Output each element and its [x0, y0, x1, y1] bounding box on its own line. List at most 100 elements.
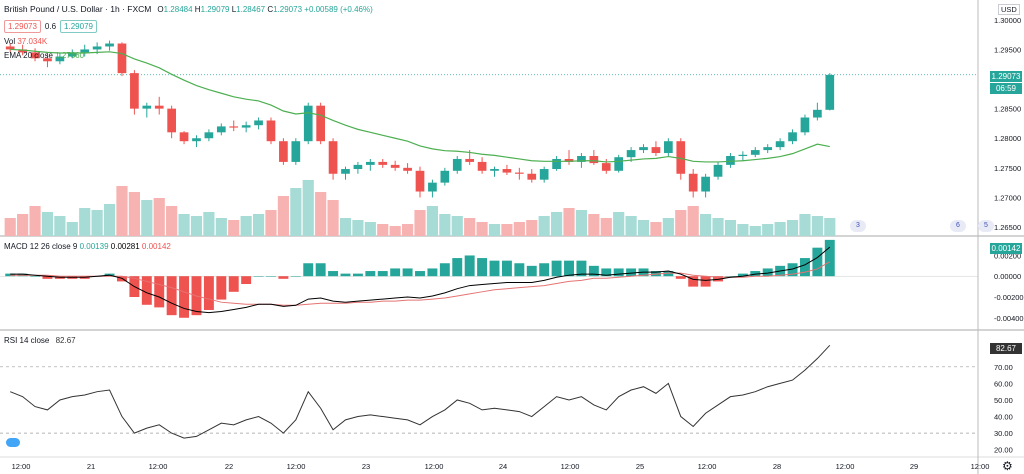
price-tick-label: 1.30000 — [994, 16, 1021, 25]
chart-header: British Pound / U.S. Dollar · 1h · FXCM … — [4, 4, 373, 14]
economic-event-icon[interactable]: 5 — [978, 220, 994, 232]
candle-body — [750, 150, 760, 155]
macd-histogram-bar — [42, 276, 53, 279]
candle-body — [216, 126, 226, 133]
volume-bar — [488, 224, 501, 236]
volume-value: 37.034K — [17, 37, 48, 46]
macd-histogram-bar — [526, 265, 537, 277]
countdown-marker: 06:59 — [990, 83, 1022, 94]
macd-histogram-bar — [266, 276, 276, 277]
macd-histogram-bar — [241, 276, 252, 285]
close-value: 1.29073 — [273, 4, 303, 14]
sell-price-button[interactable]: 1.29073 — [4, 20, 41, 33]
candle-body — [477, 161, 487, 171]
macd-histogram-bar — [340, 273, 351, 277]
volume-bar — [41, 212, 54, 236]
candle-body — [117, 43, 127, 74]
candle-body — [813, 109, 822, 118]
candle-body — [353, 164, 363, 170]
price-tick-label: 1.29500 — [994, 45, 1021, 54]
candle-body — [341, 169, 350, 174]
buy-price-button[interactable]: 1.29079 — [60, 20, 97, 33]
volume-bar — [91, 210, 103, 236]
volume-bar — [563, 208, 575, 236]
macd-histogram-bar — [427, 268, 438, 277]
macd-histogram-bar — [30, 276, 41, 277]
candle-body — [614, 157, 624, 171]
volume-bar — [240, 216, 252, 236]
volume-bar — [625, 216, 637, 236]
volume-bar — [215, 218, 227, 236]
macd-tick-label: -0.00400 — [994, 314, 1024, 323]
bid-ask-row: 1.29073 0.6 1.29079 — [4, 20, 97, 33]
close-label: C — [267, 4, 274, 14]
candle-body — [589, 156, 599, 164]
candle-body — [701, 176, 710, 192]
time-axis-label: 22 — [225, 462, 233, 471]
macd-histogram-bar — [290, 276, 301, 277]
volume-bar — [737, 224, 749, 236]
candle-body — [527, 173, 537, 180]
time-axis-label: 12:00 — [836, 462, 855, 471]
rsi-legend: RSI 14 close 82.67 — [4, 336, 76, 345]
macd-histogram-bar — [154, 276, 165, 308]
volume-bar — [786, 220, 799, 236]
volume-bar — [824, 218, 836, 236]
candle-body — [241, 125, 251, 128]
candle-body — [452, 158, 462, 171]
price-tick-label: 1.27500 — [994, 164, 1021, 173]
candle-body — [130, 73, 139, 109]
candle-body — [105, 43, 114, 47]
candle-body — [167, 108, 176, 133]
volume-bar — [774, 222, 786, 236]
candle-body — [365, 161, 375, 165]
symbol-title[interactable]: British Pound / U.S. Dollar · 1h · FXCM — [4, 4, 152, 14]
macd-histogram-bar — [663, 271, 674, 277]
macd-histogram-bar — [626, 268, 637, 277]
macd-histogram-bar — [402, 268, 413, 277]
gear-icon[interactable]: ⚙ — [1002, 459, 1013, 473]
cloud-icon[interactable] — [6, 438, 20, 447]
candle-body — [18, 49, 27, 53]
candle-body — [5, 46, 15, 50]
macd-histogram-bar — [551, 260, 562, 277]
candle-body — [577, 156, 586, 162]
candle-body — [601, 163, 611, 171]
time-axis-label: 12:00 — [12, 462, 31, 471]
economic-event-icon[interactable]: 3 — [850, 220, 866, 232]
macd-value-2: 0.00281 — [110, 242, 140, 251]
candle-body — [763, 147, 773, 151]
macd-histogram-bar — [650, 271, 661, 277]
high-label: H — [194, 4, 201, 14]
volume-bar — [600, 218, 612, 236]
macd-histogram-bar — [415, 271, 425, 277]
price-tick-label: 1.27000 — [994, 193, 1021, 202]
macd-histogram-bar — [253, 276, 264, 277]
economic-event-icon[interactable]: 6 — [950, 220, 966, 232]
volume-legend: Vol 37.034K — [4, 37, 47, 46]
macd-histogram-bar — [576, 260, 587, 277]
rsi-tick-label: 40.00 — [994, 413, 1013, 422]
price-tick-label: 1.26500 — [994, 223, 1021, 232]
currency-label[interactable]: USD — [998, 4, 1020, 15]
macd-histogram-bar — [390, 268, 401, 277]
volume-bar — [66, 222, 78, 236]
candle-body — [43, 58, 52, 62]
rsi-tick-label: 60.00 — [994, 379, 1013, 388]
volume-bar — [4, 218, 16, 236]
volume-bar — [637, 220, 650, 236]
volume-bar — [700, 214, 712, 236]
volume-bar — [116, 186, 128, 236]
open-value: 1.28484 — [163, 4, 193, 14]
volume-bar — [675, 210, 687, 236]
volume-bar — [401, 224, 414, 236]
candle-body — [800, 117, 810, 133]
macd-histogram-bar — [514, 263, 525, 277]
candle-body — [30, 52, 40, 59]
time-axis-label: 24 — [499, 462, 507, 471]
macd-tick-label: -0.00200 — [994, 293, 1024, 302]
rsi-tick-label: 50.00 — [994, 396, 1013, 405]
volume-bar — [54, 216, 66, 236]
volume-bar — [79, 208, 91, 236]
